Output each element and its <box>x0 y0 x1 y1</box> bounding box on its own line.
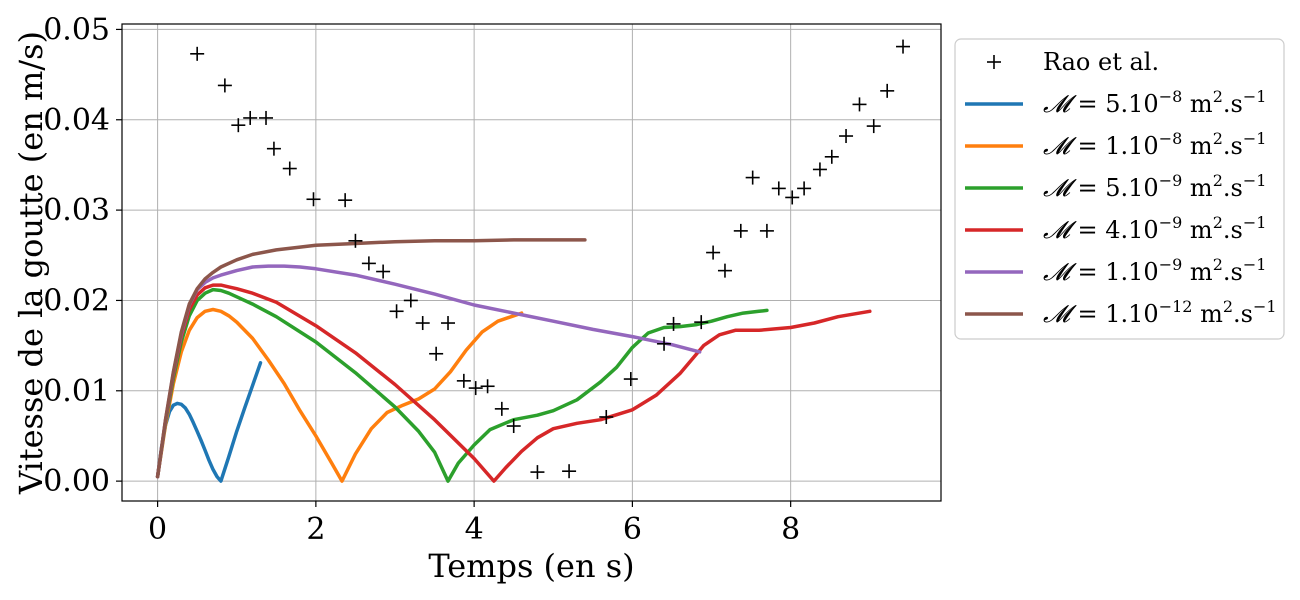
scatter-point <box>480 379 495 394</box>
scatter-point <box>441 316 456 331</box>
legend-box <box>954 38 1285 340</box>
legend-label-5: 𝓜 = 1.10−9 m2.s−1 <box>1043 255 1266 286</box>
scatter-point <box>797 181 812 196</box>
scatter-point <box>403 293 418 308</box>
legend-label-1: 𝓜 = 5.10−8 m2.s−1 <box>1043 87 1266 118</box>
scatter-point <box>190 46 205 61</box>
scatter-point <box>785 190 800 205</box>
scatter-point <box>666 316 681 331</box>
x-tick-label: 6 <box>623 512 642 547</box>
scatter-point <box>717 263 732 278</box>
x-tick-label: 0 <box>148 512 167 547</box>
scatter-point <box>266 141 281 156</box>
scatter-point <box>361 256 376 271</box>
y-tick-label: 0.05 <box>43 12 110 47</box>
scatter-point <box>468 381 483 396</box>
legend-marker-rao <box>987 55 1001 69</box>
scatter-point <box>880 83 895 98</box>
scatter-point <box>733 223 748 238</box>
y-tick-label: 0.04 <box>43 103 110 138</box>
scatter-point <box>623 372 638 387</box>
scatter-point <box>231 118 246 133</box>
scatter-point <box>348 233 363 248</box>
scatter-point <box>745 170 760 185</box>
legend: Rao et al. 𝓜 = 5.10−8 m2.s−1 𝓜 = 1.10−8 m2… <box>954 38 1285 340</box>
scatter-point <box>494 401 509 416</box>
y-tick-label: 0.03 <box>43 193 110 228</box>
scatter-point <box>415 316 430 331</box>
scatter-point <box>243 110 258 125</box>
legend-label-2: 𝓜 = 1.10−8 m2.s−1 <box>1043 129 1266 160</box>
scatter-point <box>706 245 721 260</box>
series-layer <box>155 238 872 483</box>
y-tick-label: 0.02 <box>43 283 110 318</box>
plot-area-frame <box>121 23 942 502</box>
scatter-point <box>530 465 545 480</box>
series-line-1 <box>155 361 263 483</box>
scatter-rao <box>190 39 911 480</box>
scatter-point <box>896 39 911 54</box>
scatter-point <box>429 346 444 361</box>
series-line-2 <box>155 307 524 483</box>
scatter-point <box>562 464 577 479</box>
scatter-point <box>759 223 774 238</box>
scatter-point <box>389 304 404 319</box>
scatter-point <box>599 409 614 424</box>
scatter-point <box>824 149 839 164</box>
x-tick-label: 8 <box>781 512 800 547</box>
scatter-point <box>771 181 786 196</box>
scatter-point <box>282 161 297 176</box>
scatter-point <box>657 336 672 351</box>
series-line-4 <box>155 283 872 483</box>
scatter-point <box>839 129 854 144</box>
scatter-point <box>217 78 232 93</box>
x-axis-label: Temps (en s) <box>428 547 634 585</box>
scatter-point <box>259 110 274 125</box>
y-axis-label: Vitesse de la goutte (en m/s) <box>12 31 50 495</box>
scatter-point <box>338 193 353 208</box>
scatter-point <box>852 97 867 112</box>
scatter-point <box>694 315 709 330</box>
scatter-point <box>456 373 471 388</box>
x-tick-label: 2 <box>306 512 325 547</box>
scatter-point <box>306 192 321 207</box>
scatter-point <box>812 162 827 177</box>
legend-label-4: 𝓜 = 4.10−9 m2.s−1 <box>1043 213 1266 244</box>
y-tick-label: 0.00 <box>43 464 110 499</box>
scatter-point <box>506 419 521 434</box>
legend-label-6: 𝓜 = 1.10−12 m2.s−1 <box>1043 297 1277 328</box>
x-axis-ticks: 0 2 4 6 8 <box>148 501 800 547</box>
y-axis-ticks: 0.00 0.01 0.02 0.03 0.04 0.05 <box>43 12 122 499</box>
scatter-point <box>866 119 881 134</box>
grid <box>122 24 941 501</box>
y-tick-label: 0.01 <box>43 374 110 409</box>
series-line-6 <box>155 238 587 479</box>
legend-label-3: 𝓜 = 5.10−9 m2.s−1 <box>1043 171 1266 202</box>
x-tick-label: 4 <box>465 512 484 547</box>
series-line-3 <box>155 287 769 483</box>
legend-label-rao: Rao et al. <box>1043 48 1159 76</box>
scatter-point <box>376 264 391 279</box>
